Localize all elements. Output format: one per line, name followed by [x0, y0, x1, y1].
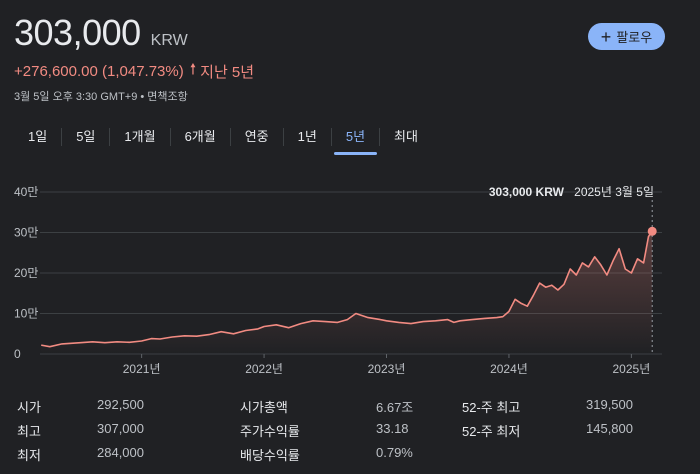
x-tick-label: 2025년: [613, 362, 651, 376]
price-line: [41, 230, 653, 348]
stat-value: 284,000: [97, 445, 144, 460]
tab-separator: [169, 128, 171, 146]
x-tick-label: 2023년: [368, 362, 406, 376]
stat-label: 시가총액: [240, 400, 288, 415]
tab-separator: [109, 128, 111, 146]
y-tick-label: 0: [14, 347, 21, 361]
x-tick-label: 2021년: [123, 362, 161, 376]
stat-label: 52-주 최고: [462, 400, 521, 415]
stat-label: 배당수익률: [240, 448, 300, 463]
y-tick-label: 10만: [14, 307, 38, 321]
tab-4[interactable]: 6개월: [184, 129, 216, 144]
price-change-row: +276,600.00 (1,047.73%) 🠕 지난 5년: [14, 59, 254, 84]
stat-label: 최고: [17, 424, 41, 439]
currency-label: KRW: [150, 32, 188, 49]
follow-label: 팔로우: [616, 30, 653, 45]
stat-label: 52-주 최저: [462, 424, 521, 439]
tab-7[interactable]: 5년: [332, 122, 379, 155]
tooltip-value: 303,000 KRW: [489, 185, 565, 199]
tab-8[interactable]: 최대: [394, 129, 418, 144]
arrow-up-icon: 🠕: [189, 61, 197, 78]
tab-separator: [229, 128, 231, 146]
stat-value: 307,000: [97, 421, 144, 436]
follow-button[interactable]: + 팔로우: [588, 23, 665, 50]
stat-label: 최저: [17, 448, 41, 463]
x-tick-label: 2024년: [490, 362, 528, 376]
price-area: [41, 231, 653, 354]
stat-value: 319,500: [586, 397, 633, 412]
range-tabs: 1일 5일 1개월 6개월 연중 1년 5년 최대: [14, 122, 432, 155]
tab-1[interactable]: 1일: [28, 129, 48, 144]
stat-value: 33.18: [376, 421, 409, 436]
stat-label: 주가수익률: [240, 424, 300, 439]
y-tick-label: 20만: [14, 266, 38, 280]
stat-value: 145,800: [586, 421, 633, 436]
stat-value: 292,500: [97, 397, 144, 412]
current-point: [647, 226, 657, 236]
timestamp-disclaimer: 3월 5일 오후 3:30 GMT+9 • 면책조항: [14, 91, 188, 103]
tooltip-date: 2025년 3월 5일: [574, 185, 654, 199]
price-chart[interactable]: 0 10만 20만 30만 40만 2021년 2022년 2023년 2024년 2025년 30…: [0, 176, 700, 386]
tab-2[interactable]: 5일: [76, 129, 96, 144]
x-tick-label: 2022년: [245, 362, 283, 376]
tab-separator: [61, 128, 63, 146]
change-period: 지난 5년: [200, 64, 255, 81]
tab-separator: [330, 128, 332, 146]
current-price: 303,000: [14, 12, 141, 53]
tab-separator: [379, 128, 381, 146]
y-tick-label: 40만: [14, 185, 38, 199]
tab-6[interactable]: 1년: [297, 129, 317, 144]
stat-label: 시가: [17, 400, 41, 415]
stat-value: 6.67조: [376, 400, 414, 415]
tab-separator: [282, 128, 284, 146]
stat-value: 0.79%: [376, 445, 413, 460]
plus-icon: +: [600, 26, 612, 47]
price-row: 303,000 KRW: [14, 12, 188, 54]
tab-3[interactable]: 1개월: [124, 129, 156, 144]
price-change: +276,600.00 (1,047.73%): [14, 63, 184, 80]
y-tick-label: 30만: [14, 226, 38, 240]
tab-5[interactable]: 연중: [244, 129, 269, 144]
